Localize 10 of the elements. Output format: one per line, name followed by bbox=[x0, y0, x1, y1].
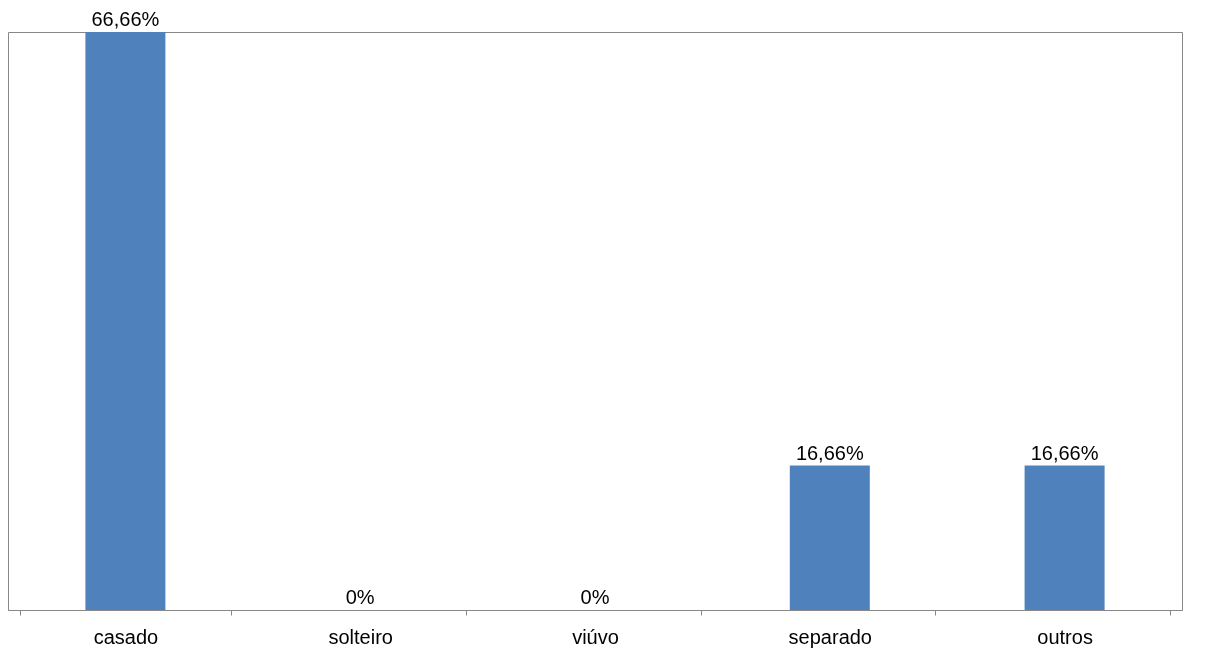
x-tick-label: viúvo bbox=[572, 625, 619, 648]
x-tick-label: casado bbox=[93, 625, 159, 648]
x-tick-label: outros bbox=[1037, 625, 1093, 648]
x-tick-label: solteiro bbox=[328, 625, 393, 648]
x-tick-label: separado bbox=[788, 625, 872, 648]
data-label: 66,66% bbox=[91, 8, 160, 30]
data-label: 16,66% bbox=[795, 441, 864, 464]
data-label: 0% bbox=[580, 586, 610, 608]
data-label: 0% bbox=[345, 586, 375, 608]
data-label: 16,66% bbox=[1030, 441, 1099, 464]
